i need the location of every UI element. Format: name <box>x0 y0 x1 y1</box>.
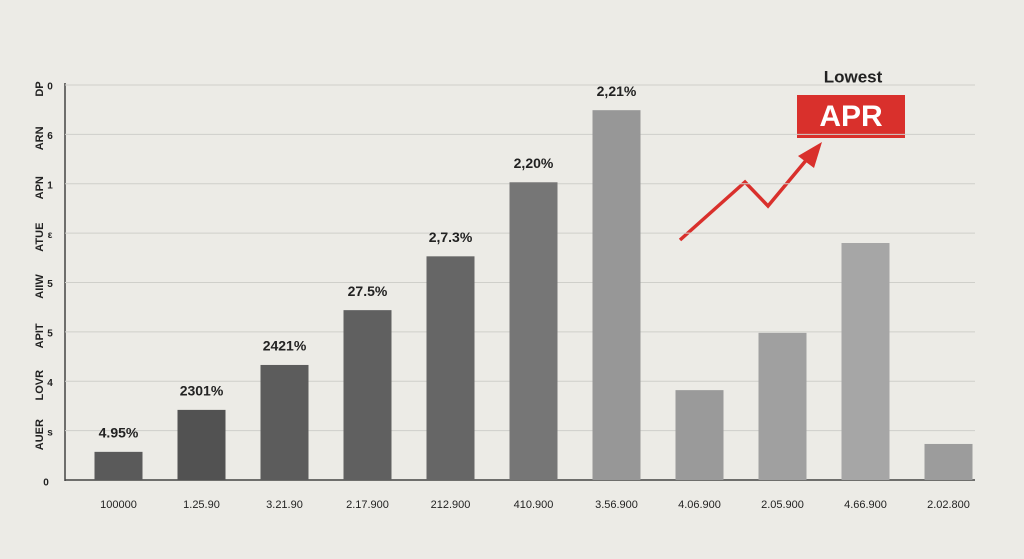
data-label: 27.5% <box>348 283 388 299</box>
bar <box>592 110 641 481</box>
y-axis-label: ATUE <box>34 223 46 252</box>
y-axis-label: AIIW <box>34 274 46 299</box>
y-tick-label: 5 <box>47 279 53 290</box>
bar <box>94 451 143 480</box>
data-label: 4.95% <box>99 425 139 441</box>
y-tick-label: 0 <box>43 478 49 489</box>
y-axis-label: LOVR <box>34 370 46 401</box>
y-tick-label: 4 <box>47 378 53 389</box>
y-tick-label: 1 <box>47 180 53 191</box>
data-label: 2421% <box>263 338 307 354</box>
x-tick-label: 410.900 <box>514 499 554 511</box>
x-tick-label: 2.05.900 <box>761 499 804 511</box>
x-tick-label: 4.66.900 <box>844 499 887 511</box>
data-label: 2,20% <box>514 155 554 171</box>
x-tick-label: 3.21.90 <box>266 499 303 511</box>
y-tick-label: 0 <box>47 82 53 93</box>
y-axis-label: AUER <box>34 419 46 450</box>
bar <box>177 409 226 480</box>
bar <box>260 364 309 480</box>
bar <box>841 243 890 480</box>
x-tick-label: 2.02.800 <box>927 499 970 511</box>
annotation-arrow <box>678 156 810 242</box>
bar <box>509 182 558 481</box>
bar <box>675 390 724 480</box>
y-axis-label: ARN <box>34 126 46 150</box>
y-axis-label: DP <box>34 81 46 96</box>
x-tick-label: 1.25.90 <box>183 499 220 511</box>
x-tick-label: 4.06.900 <box>678 499 721 511</box>
y-tick-label: s <box>47 427 53 438</box>
bar <box>924 443 973 480</box>
bar <box>426 256 475 480</box>
x-tick-label: 3.56.900 <box>595 499 638 511</box>
annotation-arrowhead <box>798 142 822 168</box>
x-tick-label: 212.900 <box>431 499 471 511</box>
y-tick-label: ε <box>48 230 53 241</box>
y-tick-label: 6 <box>47 131 53 142</box>
y-axis-label: APN <box>34 176 46 199</box>
y-tick-label: 5 <box>47 329 53 340</box>
bar <box>343 310 392 480</box>
bar <box>758 332 807 480</box>
annotation-badge-box <box>797 95 905 138</box>
x-tick-label: 100000 <box>100 499 137 511</box>
data-label: 2,21% <box>597 83 637 99</box>
annotation-badge: APR <box>819 100 883 133</box>
data-label: 2301% <box>180 383 224 399</box>
y-axis-label: APIT <box>34 323 46 348</box>
x-tick-label: 2.17.900 <box>346 499 389 511</box>
annotation-title: Lowest <box>824 67 883 86</box>
data-label: 2,7.3% <box>429 229 473 245</box>
